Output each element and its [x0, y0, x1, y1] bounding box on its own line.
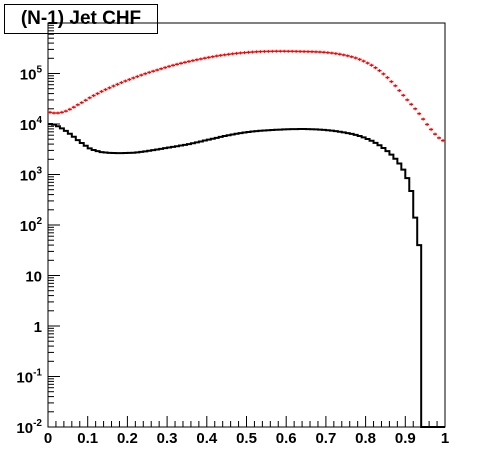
y-tick-base: 10 — [16, 420, 33, 437]
series-line-black — [48, 123, 445, 428]
y-tick-base: 10 — [16, 370, 33, 387]
chart-title: (N-1) Jet CHF — [4, 4, 158, 34]
y-tick-label: 10-1 — [16, 368, 42, 387]
y-tick-label: 1 — [34, 319, 42, 336]
x-tick-label: 0 — [44, 430, 52, 447]
y-tick-base: 10 — [25, 269, 42, 286]
y-tick-label: 102 — [20, 216, 43, 235]
x-tick-label: 0.2 — [117, 430, 138, 447]
y-tick-label: 105 — [20, 65, 43, 84]
x-tick-label: 0.7 — [315, 430, 336, 447]
y-tick-label: 104 — [20, 115, 43, 134]
y-tick-exponent: -2 — [33, 418, 42, 429]
y-tick-label: 10-2 — [16, 418, 42, 437]
plot-frame — [47, 22, 446, 428]
y-tick-exponent: 3 — [36, 166, 42, 177]
y-tick-exponent: 4 — [36, 115, 42, 126]
x-tick-label: 0.9 — [395, 430, 416, 447]
x-tick-label: 0.8 — [355, 430, 376, 447]
y-tick-base: 10 — [20, 168, 37, 185]
x-tick-label: 0.4 — [196, 430, 218, 447]
x-tick-label: 0.5 — [236, 430, 257, 447]
y-tick-exponent: 5 — [36, 65, 42, 76]
y-tick-base: 10 — [20, 218, 37, 235]
y-tick-label: 103 — [20, 166, 43, 185]
y-tick-base: 1 — [34, 319, 42, 336]
y-tick-base: 10 — [20, 117, 37, 134]
x-tick-label: 0.3 — [157, 430, 178, 447]
x-tick-label: 1 — [441, 430, 449, 447]
y-tick-exponent: 2 — [36, 216, 42, 227]
y-tick-exponent: -1 — [33, 368, 42, 379]
x-tick-label: 0.6 — [276, 430, 297, 447]
y-tick-label: 10 — [25, 269, 42, 286]
x-tick-label: 0.1 — [77, 430, 98, 447]
y-tick-base: 10 — [20, 67, 37, 84]
